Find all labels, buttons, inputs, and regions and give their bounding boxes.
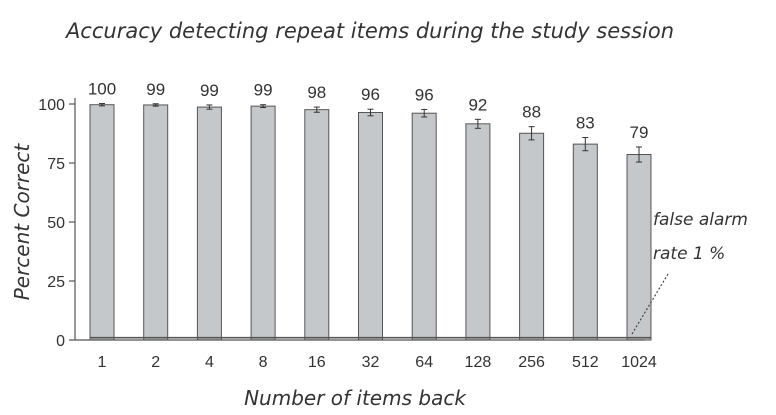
x-tick-label-1: 1 [98,354,107,371]
x-tick-label-8: 8 [259,354,268,371]
y-tick-label-0: 0 [56,333,65,350]
x-tick-label-32: 32 [362,354,380,371]
data-label-64: 96 [415,85,434,104]
bar-32 [358,111,383,341]
bar-8 [250,105,276,341]
x-tick-label-64: 64 [415,354,433,371]
error-bar-256 [528,126,535,141]
plot-area: 0 25 50 75 100 100 1 99 2 99 4 99 8 98 16 96 32 96 64 92 128… [38,80,669,371]
bar-128 [465,123,491,341]
data-label-128: 92 [468,95,487,114]
data-label-16: 98 [307,83,326,102]
bar-256 [519,132,545,341]
bar-64 [411,112,437,341]
error-bar-512 [582,137,589,152]
x-tick-label-1024: 1024 [621,354,657,371]
x-tick-label-16: 16 [308,354,326,371]
false-alarm-label-line1: false alarm [653,210,748,230]
data-label-32: 96 [361,85,380,104]
bar-1 [89,104,115,341]
data-label-256: 88 [522,103,541,122]
false-alarm-label-line2: rate 1 % [653,244,725,264]
chart-title: Accuracy detecting repeat items during t… [64,19,674,43]
bar-1024 [626,154,652,341]
y-tick-label-75: 75 [47,156,65,173]
bar-16 [304,109,330,341]
error-bar-16 [313,106,320,113]
x-tick-label-512: 512 [572,354,599,371]
error-bar-32 [367,108,374,117]
x-tick-label-128: 128 [465,354,492,371]
error-bar-4 [206,104,213,110]
error-bar-1024 [636,146,642,163]
x-tick-label-2: 2 [151,354,160,371]
error-bar-8 [260,104,267,109]
y-axis-title: Percent Correct [10,143,34,301]
y-tick-label-25: 25 [47,274,65,291]
y-tick-label-100: 100 [38,97,65,114]
x-tick-label-4: 4 [205,354,214,371]
error-bar-2 [152,103,159,107]
data-label-1024: 79 [630,123,649,142]
bar-4 [196,106,222,341]
x-tick-label-256: 256 [518,354,545,371]
data-label-4: 99 [200,81,219,100]
data-label-8: 99 [254,81,273,100]
data-label-512: 83 [576,114,595,133]
data-label-1: 100 [88,80,116,99]
error-bar-128 [474,118,481,129]
bar-512 [572,143,598,341]
y-tick-label-50: 50 [47,215,65,232]
bar-2 [143,104,169,341]
error-bar-64 [421,108,428,118]
x-axis-title: Number of items back [244,386,467,410]
error-bar-1 [99,103,105,107]
data-label-2: 99 [146,80,165,99]
